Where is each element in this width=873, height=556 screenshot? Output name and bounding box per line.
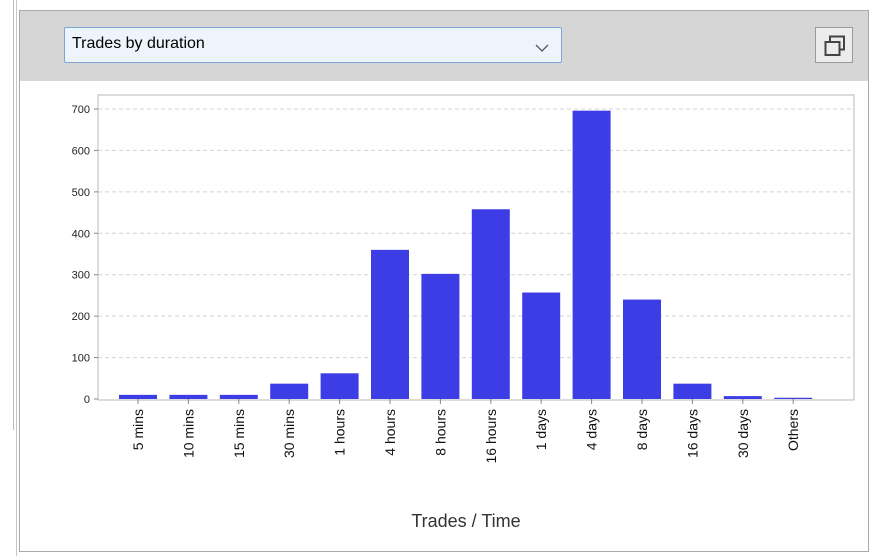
x-tick-label: 4 hours — [382, 409, 398, 456]
x-tick-label: Others — [785, 409, 801, 451]
y-tick-label: 600 — [72, 145, 90, 157]
x-axis-ticks: 5 mins 10 mins 15 mins 30 mins 1 hours 4 hour… — [130, 399, 801, 463]
bar — [723, 396, 762, 399]
y-tick-label: 700 — [72, 104, 90, 116]
x-tick-label: 16 hours — [483, 409, 499, 463]
y-tick-label: 200 — [72, 311, 90, 323]
bar — [169, 394, 208, 399]
bar — [673, 383, 712, 399]
bar — [623, 299, 661, 399]
bar — [270, 383, 309, 399]
chart-type-dropdown[interactable]: Trades by duration — [64, 27, 562, 63]
panel-header: Trades by duration — [20, 11, 868, 81]
x-tick-label: 4 days — [584, 409, 600, 450]
bar — [522, 292, 561, 399]
bar — [119, 394, 157, 399]
dropdown-selected-value: Trades by duration — [72, 35, 205, 52]
bar — [572, 110, 611, 400]
popout-button[interactable] — [815, 27, 853, 63]
y-tick-label: 400 — [72, 228, 90, 240]
y-tick-label: 0 — [84, 394, 90, 406]
x-tick-label: 30 mins — [281, 409, 297, 458]
chevron-down-icon — [535, 40, 549, 58]
x-tick-label: 5 mins — [130, 409, 146, 450]
bar-chart: 0 100 200 300 400 500 600 700 5 mins 10 mins 15 m… — [72, 94, 855, 531]
bar — [421, 273, 460, 399]
x-tick-label: 1 hours — [332, 409, 348, 456]
x-tick-label: 16 days — [684, 409, 700, 458]
x-tick-label: 15 mins — [231, 409, 247, 458]
y-tick-label: 100 — [72, 353, 90, 365]
x-tick-label: 30 days — [735, 409, 751, 458]
bars — [119, 110, 813, 400]
x-tick-label: 1 days — [533, 409, 549, 450]
y-tick-label: 300 — [72, 270, 90, 282]
x-axis-label: Trades / Time — [411, 511, 520, 531]
chart-panel: Trades by duration 0 100 200 300 400 500 600 70… — [19, 10, 869, 552]
y-axis-ticks: 0 100 200 300 400 500 600 700 — [72, 104, 98, 406]
popout-window-icon — [824, 35, 845, 56]
left-pane-edge — [0, 0, 14, 430]
x-tick-label: 8 days — [634, 409, 650, 450]
bar — [774, 397, 813, 399]
bar — [320, 373, 359, 399]
plot-area-border — [97, 94, 855, 401]
x-tick-label: 8 hours — [432, 409, 448, 456]
bar — [471, 209, 510, 399]
bar — [371, 249, 409, 399]
x-tick-label: 10 mins — [180, 409, 196, 458]
y-tick-label: 500 — [72, 187, 90, 199]
bar — [219, 394, 258, 399]
panel-frame — [16, 0, 873, 556]
